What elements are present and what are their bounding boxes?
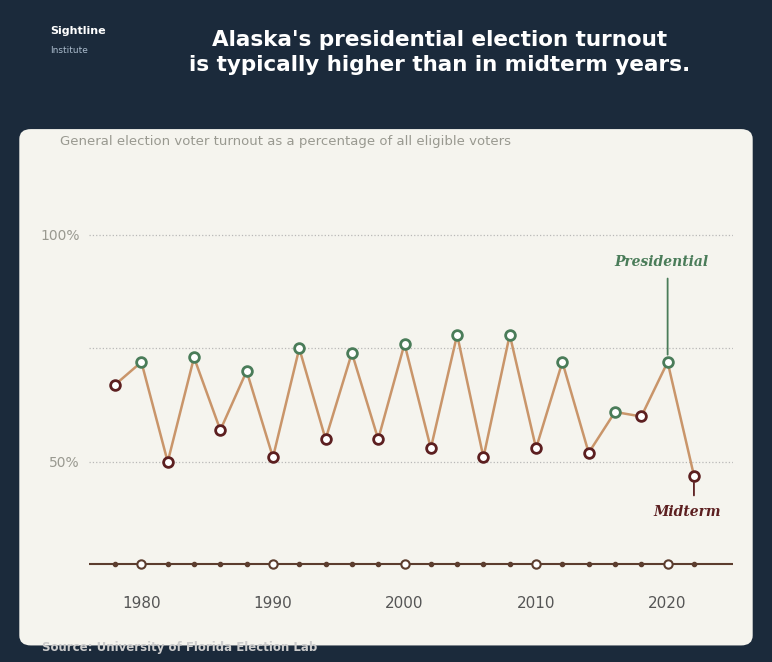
- Text: Presidential: Presidential: [614, 255, 708, 269]
- Text: Alaska's presidential election turnout
is typically higher than in midterm years: Alaska's presidential election turnout i…: [189, 30, 691, 75]
- Text: Source: University of Florida Election Lab: Source: University of Florida Election L…: [42, 641, 318, 654]
- Text: General election voter turnout as a percentage of all eligible voters: General election voter turnout as a perc…: [59, 135, 511, 148]
- Text: Sightline: Sightline: [50, 26, 106, 36]
- Text: Midterm: Midterm: [654, 505, 721, 519]
- Text: Institute: Institute: [50, 46, 88, 56]
